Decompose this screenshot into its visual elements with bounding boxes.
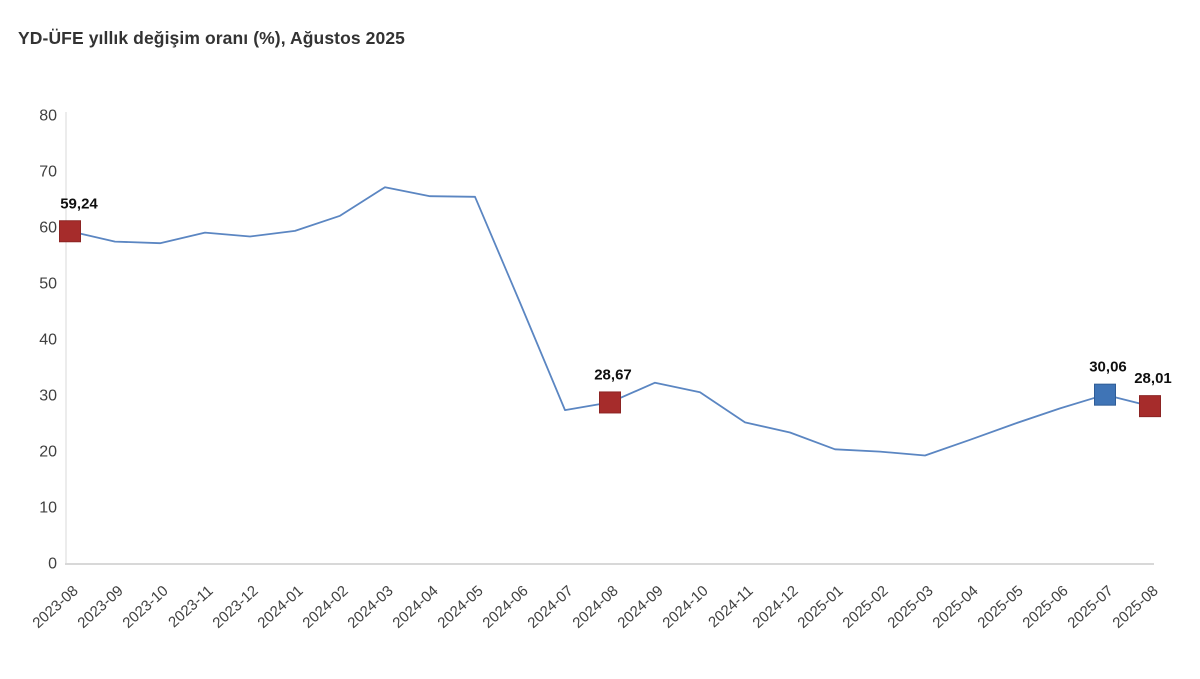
- x-tick-label: 2024-05: [434, 582, 486, 631]
- x-tick-label: 2024-02: [299, 582, 351, 631]
- data-point-marker-2023-08[interactable]: [59, 220, 81, 243]
- trend-line: [69, 186, 1151, 457]
- data-point-marker-2025-08[interactable]: [1139, 395, 1161, 418]
- x-tick-label: 2023-11: [165, 582, 216, 631]
- x-tick-label: 2024-03: [344, 582, 396, 631]
- y-tick-label: 20: [39, 444, 57, 461]
- y-tick-label: 70: [39, 164, 57, 181]
- x-tick-label: 2023-12: [209, 582, 261, 631]
- x-tick-label: 2025-04: [929, 582, 981, 631]
- x-tick-label: 2024-10: [659, 582, 711, 631]
- x-tick-label: 2024-06: [479, 582, 531, 631]
- y-tick-label: 60: [39, 220, 57, 237]
- x-tick-label: 2024-09: [614, 582, 666, 631]
- data-point-marker-2025-07[interactable]: [1094, 383, 1116, 406]
- x-tick-label: 2025-07: [1064, 582, 1116, 631]
- x-tick-label: 2023-09: [74, 582, 126, 631]
- x-tick-label: 2024-11: [705, 582, 756, 631]
- x-tick-label: 2023-08: [29, 582, 81, 631]
- data-point-label: 30,06: [1089, 359, 1127, 376]
- x-tick-label: 2025-03: [884, 582, 936, 631]
- y-tick-label: 30: [39, 388, 57, 405]
- x-tick-label: 2025-05: [974, 582, 1026, 631]
- chart-title: YD-ÜFE yıllık değişim oranı (%), Ağustos…: [18, 28, 405, 48]
- y-tick-label: 10: [39, 500, 57, 517]
- x-tick-label: 2025-01: [794, 582, 846, 631]
- x-tick-label: 2024-08: [569, 582, 621, 631]
- x-tick-label: 2024-07: [524, 582, 576, 631]
- x-tick-label: 2025-02: [839, 582, 891, 631]
- y-tick-label: 0: [48, 556, 57, 573]
- data-point-marker-2024-08[interactable]: [599, 391, 621, 414]
- y-tick-label: 40: [39, 332, 57, 349]
- x-tick-label: 2023-10: [119, 582, 171, 631]
- y-tick-label: 80: [39, 108, 57, 125]
- x-tick-label: 2025-06: [1019, 582, 1071, 631]
- x-tick-label: 2025-08: [1109, 582, 1161, 631]
- y-tick-label: 50: [39, 276, 57, 293]
- data-point-label: 28,01: [1134, 370, 1172, 387]
- x-tick-label: 2024-04: [389, 582, 441, 631]
- data-point-label: 59,24: [60, 195, 98, 212]
- x-tick-label: 2024-12: [749, 582, 801, 631]
- x-tick-label: 2024-01: [254, 582, 306, 631]
- data-point-label: 28,67: [594, 366, 632, 383]
